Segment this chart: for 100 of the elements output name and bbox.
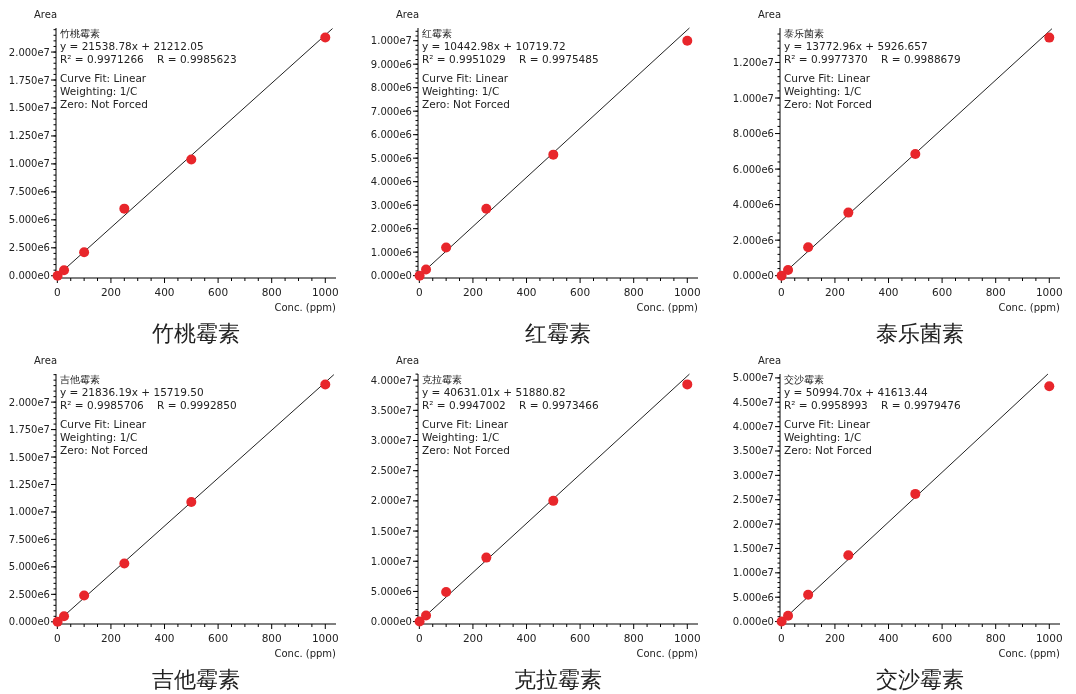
y-tick-label: 8.000e6 — [732, 128, 774, 140]
y-axis-title: Area — [396, 9, 420, 20]
y-tick-label: 1.000e7 — [370, 35, 412, 47]
x-tick-label: 600 — [570, 632, 591, 644]
annotation: Zero: Not Forced — [60, 444, 148, 456]
annotation: 泰乐菌素 — [784, 28, 824, 39]
text: 竹桃霉素 — [152, 321, 240, 346]
y-tick-label: 2.000e7 — [732, 518, 774, 530]
point — [414, 270, 425, 281]
annotation: y = 21538.78x + 21212.05 — [60, 40, 204, 52]
x-tick-label: 0 — [778, 286, 785, 298]
point — [320, 379, 331, 390]
point — [783, 610, 794, 621]
x-tick-label: 400 — [878, 632, 899, 644]
annotation: y = 21836.19x + 15719.50 — [60, 386, 204, 398]
y-tick-label: 7.500e6 — [8, 186, 50, 198]
annotation: 吉他霉素 — [60, 374, 100, 385]
y-tick-label: 0.000e0 — [732, 270, 774, 282]
y-tick-label: 1.500e7 — [370, 525, 412, 537]
annotation: y = 10442.98x + 10719.72 — [422, 40, 566, 52]
text: 克拉霉素 — [514, 667, 602, 692]
y-tick-label: 0.000e0 — [370, 616, 412, 628]
y-tick-label: 3.500e7 — [370, 404, 412, 416]
y-tick-label: 1.000e7 — [732, 567, 774, 579]
y-tick-label: 0.000e0 — [8, 616, 50, 628]
annotation: R² = 0.9947002 R = 0.9973466 — [422, 399, 599, 411]
y-tick-label: 1.000e7 — [732, 92, 774, 104]
x-tick-label: 0 — [54, 286, 61, 298]
x-tick-label: 1000 — [673, 632, 701, 644]
annotation: Zero: Not Forced — [784, 98, 872, 110]
x-tick-label: 0 — [416, 632, 423, 644]
point — [441, 587, 452, 598]
point — [186, 154, 197, 165]
y-axis-title: Area — [758, 9, 782, 20]
y-axis-title: Area — [396, 355, 420, 366]
x-tick-label: 200 — [100, 286, 121, 298]
point — [1044, 32, 1055, 43]
x-axis-title: Conc. (ppm) — [636, 302, 699, 313]
point — [421, 264, 432, 275]
annotation: 克拉霉素 — [422, 374, 462, 385]
annotation: y = 40631.01x + 51880.82 — [422, 386, 566, 398]
annotation: Curve Fit: Linear — [784, 72, 871, 84]
point — [682, 35, 693, 46]
y-tick-label: 1.750e7 — [8, 74, 50, 86]
annotation: 红霉素 — [422, 28, 452, 39]
point — [548, 495, 559, 506]
y-tick-label: 5.000e6 — [370, 585, 412, 597]
point — [421, 610, 432, 621]
y-tick-label: 3.000e7 — [732, 469, 774, 481]
annotation: Weighting: 1/C — [60, 85, 138, 97]
y-tick-label: 1.750e7 — [8, 424, 50, 436]
y-tick-label: 5.000e6 — [370, 152, 412, 164]
x-axis-title: Conc. (ppm) — [274, 302, 337, 313]
y-tick-label: 2.000e7 — [370, 495, 412, 507]
annotation: R² = 0.9971266 R = 0.9985623 — [60, 53, 237, 65]
point — [414, 616, 425, 627]
y-tick-label: 2.500e7 — [732, 494, 774, 506]
x-tick-label: 0 — [778, 632, 785, 644]
x-axis-title: Conc. (ppm) — [998, 302, 1061, 313]
x-tick-label: 1000 — [1035, 632, 1063, 644]
annotation: y = 13772.96x + 5926.657 — [784, 40, 928, 52]
text: 泰乐菌素 — [876, 321, 964, 346]
y-tick-label: 3.000e6 — [370, 199, 412, 211]
point — [119, 203, 130, 214]
y-tick-label: 1.500e7 — [8, 451, 50, 463]
text: 红霉素 — [525, 321, 591, 346]
y-tick-label: 7.500e6 — [8, 533, 50, 545]
x-tick-label: 800 — [985, 286, 1006, 298]
annotation: 交沙霉素 — [784, 374, 824, 385]
y-tick-label: 1.500e7 — [732, 542, 774, 554]
point — [481, 203, 492, 214]
y-tick-label: 1.000e7 — [8, 158, 50, 170]
y-tick-label: 0.000e0 — [732, 616, 774, 628]
point — [783, 265, 794, 275]
y-tick-label: 3.500e7 — [732, 445, 774, 457]
annotation: Curve Fit: Linear — [784, 418, 871, 430]
y-tick-label: 4.000e6 — [370, 176, 412, 188]
annotation: Weighting: 1/C — [422, 85, 500, 97]
x-axis-title: Conc. (ppm) — [274, 648, 337, 659]
point — [910, 148, 921, 159]
point — [776, 616, 787, 627]
x-tick-label: 400 — [516, 286, 537, 298]
y-tick-label: 8.000e6 — [370, 82, 412, 94]
x-tick-label: 400 — [154, 286, 175, 298]
x-tick-label: 200 — [462, 286, 483, 298]
annotation: Zero: Not Forced — [422, 98, 510, 110]
annotation: Zero: Not Forced — [60, 98, 148, 110]
y-tick-label: 4.000e6 — [732, 199, 774, 211]
y-tick-label: 9.000e6 — [370, 58, 412, 70]
x-axis-title: Conc. (ppm) — [998, 648, 1061, 659]
x-tick-label: 0 — [416, 286, 423, 298]
x-tick-label: 600 — [208, 632, 229, 644]
x-tick-label: 200 — [824, 632, 845, 644]
y-axis-title: Area — [34, 355, 58, 366]
annotation: Zero: Not Forced — [784, 444, 872, 456]
text: 吉他霉素 — [152, 667, 240, 692]
y-tick-label: 4.500e7 — [732, 396, 774, 408]
y-tick-label: 0.000e0 — [8, 270, 50, 282]
point — [1044, 381, 1055, 392]
annotation: 竹桃霉素 — [60, 28, 100, 39]
